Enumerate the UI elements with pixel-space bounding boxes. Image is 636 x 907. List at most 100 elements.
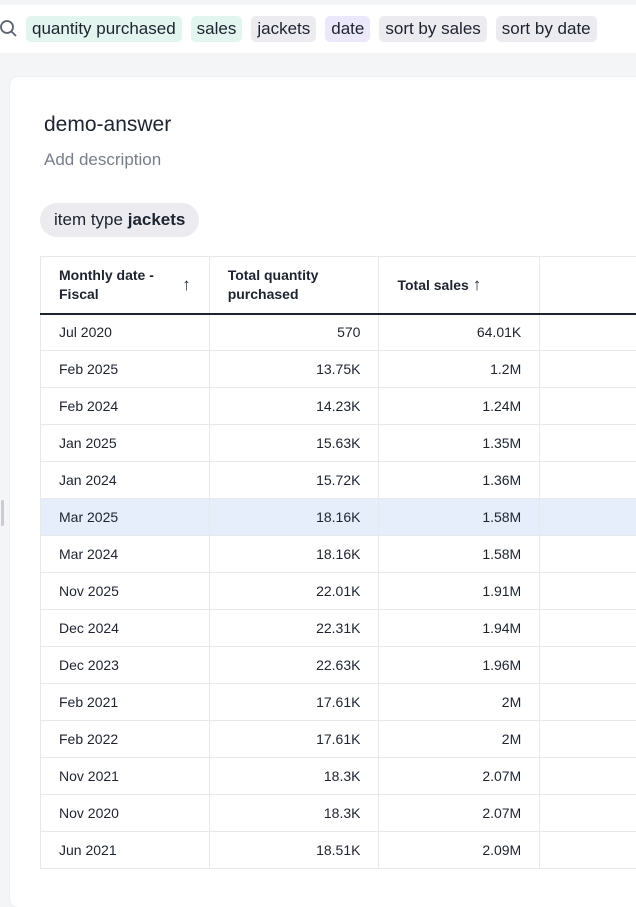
- cell-empty: [540, 314, 636, 351]
- cell-quantity: 18.51K: [209, 832, 379, 869]
- cell-empty: [540, 647, 636, 684]
- cell-date: Jan 2024: [41, 462, 210, 499]
- answer-title[interactable]: demo-answer: [44, 113, 171, 137]
- cell-quantity: 15.63K: [209, 425, 379, 462]
- cell-sales: 2M: [379, 684, 540, 721]
- cell-date: Nov 2025: [41, 573, 210, 610]
- cell-empty: [540, 425, 636, 462]
- cell-sales: 1.94M: [379, 610, 540, 647]
- cell-quantity: 570: [209, 314, 379, 351]
- cell-date: Jan 2025: [41, 425, 210, 462]
- search-token-chip[interactable]: quantity purchased: [26, 16, 182, 42]
- cell-empty: [540, 388, 636, 425]
- cell-date: Feb 2024: [41, 388, 210, 425]
- sort-asc-icon[interactable]: ↑: [473, 275, 482, 294]
- cell-quantity: 17.61K: [209, 684, 379, 721]
- column-header-quantity[interactable]: Total quantity purchased: [209, 257, 379, 314]
- cell-quantity: 22.31K: [209, 610, 379, 647]
- cell-empty: [540, 573, 636, 610]
- column-header-sales[interactable]: Total sales ↑: [379, 257, 540, 314]
- cell-empty: [540, 462, 636, 499]
- cell-empty: [540, 351, 636, 388]
- cell-sales: 2.07M: [379, 758, 540, 795]
- cell-date: Jun 2021: [41, 832, 210, 869]
- cell-sales: 2M: [379, 721, 540, 758]
- header-label: Monthly date - Fiscal: [59, 266, 159, 304]
- column-header-date[interactable]: Monthly date - Fiscal ↑: [41, 257, 210, 314]
- filter-value: jackets: [128, 210, 186, 229]
- cell-sales: 1.58M: [379, 499, 540, 536]
- cell-date: Dec 2024: [41, 610, 210, 647]
- cell-date: Mar 2025: [41, 499, 210, 536]
- search-token-chip[interactable]: sort by sales: [379, 16, 486, 42]
- cell-quantity: 22.01K: [209, 573, 379, 610]
- description-input[interactable]: Add description: [44, 150, 161, 170]
- cell-date: Feb 2022: [41, 721, 210, 758]
- resize-handle[interactable]: [1, 500, 4, 526]
- cell-sales: 1.35M: [379, 425, 540, 462]
- cell-empty: [540, 536, 636, 573]
- cell-sales: 64.01K: [379, 314, 540, 351]
- cell-date: Jul 2020: [41, 314, 210, 351]
- cell-empty: [540, 721, 636, 758]
- cell-date: Feb 2021: [41, 684, 210, 721]
- cell-sales: 1.96M: [379, 647, 540, 684]
- search-icon: [0, 18, 22, 40]
- cell-quantity: 13.75K: [209, 351, 379, 388]
- cell-sales: 2.09M: [379, 832, 540, 869]
- cell-sales: 1.24M: [379, 388, 540, 425]
- cell-quantity: 18.16K: [209, 536, 379, 573]
- sort-asc-icon[interactable]: ↑: [182, 275, 191, 294]
- cell-date: Nov 2020: [41, 795, 210, 832]
- column-header-empty: [540, 257, 636, 314]
- search-token-chip[interactable]: sort by date: [496, 16, 597, 42]
- cell-quantity: 18.3K: [209, 795, 379, 832]
- cell-empty: [540, 684, 636, 721]
- header-label: Total sales: [397, 277, 468, 293]
- cell-quantity: 22.63K: [209, 647, 379, 684]
- search-token-chip[interactable]: sales: [191, 16, 243, 42]
- cell-quantity: 18.16K: [209, 499, 379, 536]
- cell-date: Nov 2021: [41, 758, 210, 795]
- cell-quantity: 17.61K: [209, 721, 379, 758]
- search-bar[interactable]: quantity purchased sales jackets date sort b…: [0, 5, 636, 53]
- cell-sales: 1.58M: [379, 536, 540, 573]
- cell-quantity: 18.3K: [209, 758, 379, 795]
- cell-sales: 1.2M: [379, 351, 540, 388]
- filter-label: item type: [54, 210, 123, 229]
- cell-empty: [540, 610, 636, 647]
- cell-empty: [540, 795, 636, 832]
- cell-empty: [540, 832, 636, 869]
- cell-sales: 1.91M: [379, 573, 540, 610]
- filter-chip[interactable]: item type jackets: [40, 203, 199, 237]
- cell-sales: 1.36M: [379, 462, 540, 499]
- cell-date: Feb 2025: [41, 351, 210, 388]
- cell-quantity: 14.23K: [209, 388, 379, 425]
- cell-sales: 2.07M: [379, 795, 540, 832]
- cell-empty: [540, 758, 636, 795]
- cell-quantity: 15.72K: [209, 462, 379, 499]
- header-label: Total quantity purchased: [228, 266, 338, 304]
- answer-card: demo-answer Add description item type ja…: [10, 77, 636, 907]
- cell-date: Mar 2024: [41, 536, 210, 573]
- search-token-chip[interactable]: date: [325, 16, 370, 42]
- results-table: Monthly date - Fiscal ↑ Total quantity pu…: [40, 256, 636, 869]
- search-token-chip[interactable]: jackets: [251, 16, 316, 42]
- cell-date: Dec 2023: [41, 647, 210, 684]
- cell-empty: [540, 499, 636, 536]
